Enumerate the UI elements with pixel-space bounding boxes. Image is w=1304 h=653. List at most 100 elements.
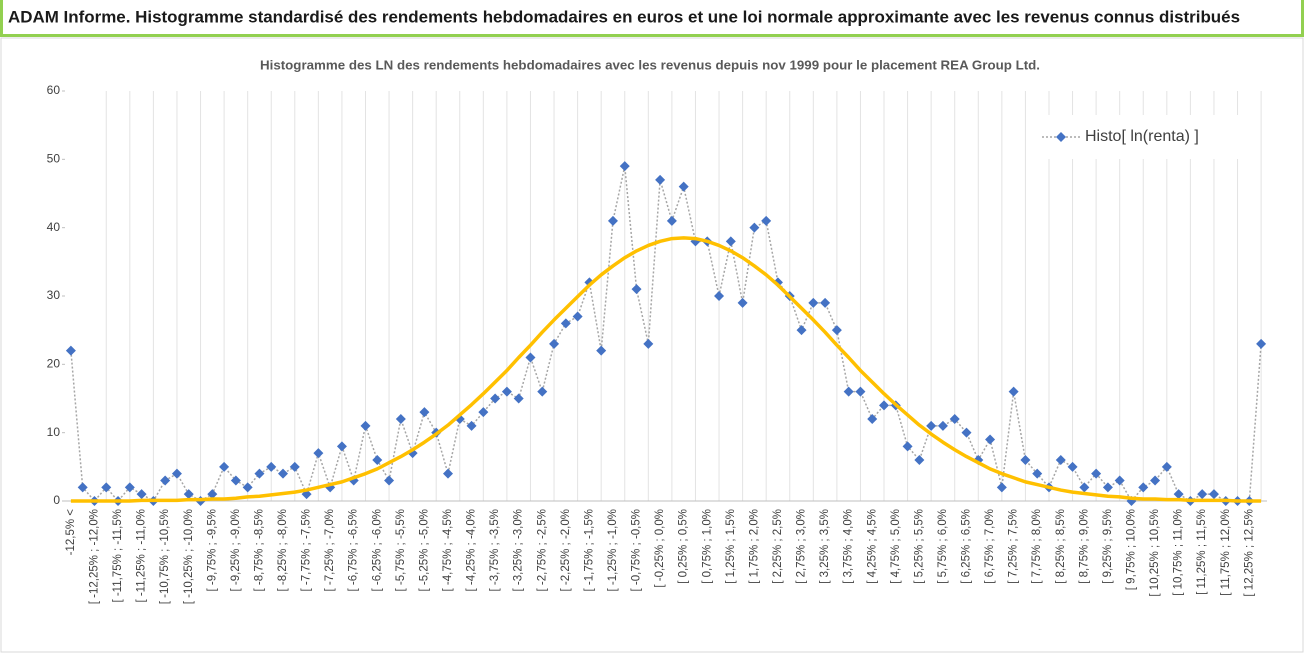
data-point bbox=[501, 386, 512, 397]
data-point bbox=[1256, 338, 1267, 349]
data-point bbox=[136, 489, 147, 500]
data-point bbox=[490, 393, 501, 404]
data-point bbox=[478, 407, 489, 418]
data-point bbox=[949, 414, 960, 424]
data-point bbox=[666, 215, 677, 226]
data-point bbox=[171, 468, 182, 479]
data-point bbox=[65, 345, 76, 356]
x-tick-label: [ -10,25% ; -10,0% bbox=[183, 509, 195, 604]
normal-curve bbox=[70, 236, 1262, 503]
x-tick-label: [ -0,25% ; 0,0% bbox=[654, 509, 666, 588]
x-tick-label: [ -0,75% ; -0,5% bbox=[631, 509, 643, 591]
x-tick-label: [ 2,75% ; 3,0% bbox=[796, 509, 808, 584]
data-point bbox=[549, 338, 560, 349]
x-tick-label: [ 4,25% ; 4,5% bbox=[866, 509, 878, 584]
data-point bbox=[643, 338, 654, 349]
x-tick-label: [ 1,25% ; 1,5% bbox=[725, 509, 737, 584]
data-point bbox=[572, 311, 583, 322]
header-rule bbox=[0, 34, 1304, 37]
data-point bbox=[831, 325, 842, 336]
x-tick-label: [ -8,25% ; -8,0% bbox=[277, 509, 289, 591]
chart-title: Histogramme des LN des rendements hebdom… bbox=[260, 57, 1040, 72]
data-point bbox=[160, 475, 171, 486]
data-point bbox=[183, 489, 194, 500]
data-point bbox=[655, 174, 666, 185]
x-tick-label: [ -10,75% ; -10,5% bbox=[159, 509, 171, 604]
data-point bbox=[1161, 461, 1172, 472]
data-point bbox=[1055, 455, 1066, 465]
x-tick-label: [ 6,25% ; 6,5% bbox=[961, 509, 973, 584]
x-tick-label: [ 9,75% ; 10,0% bbox=[1126, 509, 1138, 590]
x-tick-label: [ 10,75% ; 11,0% bbox=[1173, 509, 1185, 596]
data-point bbox=[1008, 386, 1019, 397]
data-point bbox=[1197, 489, 1208, 500]
y-tick-label: 0 bbox=[53, 493, 60, 507]
data-point bbox=[926, 420, 937, 431]
data-point bbox=[442, 468, 453, 479]
x-tick-label: [ -9,75% ; -9,5% bbox=[206, 509, 218, 591]
x-tick-label: [ -2,75% ; -2,5% bbox=[536, 509, 548, 591]
data-point bbox=[1138, 482, 1149, 493]
data-point bbox=[619, 161, 630, 172]
data-point bbox=[796, 325, 807, 336]
data-point bbox=[596, 345, 607, 356]
x-tick-label: [ 5,25% ; 5,5% bbox=[913, 509, 925, 584]
data-point bbox=[855, 386, 866, 397]
legend-label: Histo[ ln(renta) ] bbox=[1085, 128, 1199, 145]
x-tick-label: [ 7,75% ; 8,0% bbox=[1031, 509, 1043, 584]
data-point bbox=[1102, 482, 1113, 493]
header-edge bbox=[1301, 0, 1304, 36]
data-line bbox=[70, 165, 1262, 502]
x-tick-label: [ 11,25% ; 11,5% bbox=[1196, 509, 1208, 595]
data-point bbox=[985, 434, 996, 445]
data-point bbox=[466, 420, 477, 431]
x-tick-label: [ 0,25% ; 0,5% bbox=[678, 509, 690, 584]
x-tick-label: [ -5,25% ; -5,0% bbox=[418, 509, 430, 591]
data-point bbox=[1091, 468, 1102, 479]
legend-marker bbox=[1056, 132, 1066, 142]
data-point bbox=[631, 284, 642, 295]
data-point bbox=[914, 455, 925, 465]
data-point bbox=[289, 461, 300, 472]
data-point bbox=[101, 482, 112, 493]
data-point bbox=[395, 414, 406, 424]
x-tick-label: [ -1,25% ; -1,0% bbox=[607, 509, 619, 591]
data-point bbox=[372, 455, 383, 465]
data-point bbox=[266, 461, 277, 472]
x-tick-label: [ 6,75% ; 7,0% bbox=[984, 509, 996, 584]
data-point bbox=[843, 386, 854, 397]
x-tick-label: [ 9,25% ; 9,5% bbox=[1102, 509, 1114, 584]
x-tick-label: [ -4,25% ; -4,0% bbox=[466, 509, 478, 591]
data-point bbox=[678, 181, 689, 192]
x-tick-label: [ -5,75% ; -5,5% bbox=[395, 509, 407, 591]
x-tick-label: [ -6,25% ; -6,0% bbox=[371, 509, 383, 591]
data-point bbox=[207, 489, 218, 500]
data-point bbox=[254, 468, 265, 479]
header-edge bbox=[0, 0, 3, 36]
x-tick-label: [ -2,25% ; -2,0% bbox=[560, 509, 572, 591]
data-point bbox=[761, 215, 772, 226]
x-tick-label: [ -4,75% ; -4,5% bbox=[442, 509, 454, 591]
data-point bbox=[278, 468, 289, 479]
x-tick-label: [ 4,75% ; 5,0% bbox=[890, 509, 902, 584]
x-tick-label: [ 0,75% ; 1,0% bbox=[701, 509, 713, 584]
data-point bbox=[525, 352, 536, 363]
data-point bbox=[714, 291, 725, 301]
data-point bbox=[737, 297, 748, 308]
data-point bbox=[1208, 489, 1219, 500]
data-point bbox=[560, 318, 571, 329]
data-point bbox=[607, 215, 618, 226]
header-bar bbox=[0, 0, 1304, 36]
x-tick-label: [ -3,25% ; -3,0% bbox=[513, 509, 525, 591]
chart-frame bbox=[0, 37, 1304, 653]
x-tick-label: [ 7,25% ; 7,5% bbox=[1008, 509, 1020, 584]
x-tick-label: [ -8,75% ; -8,5% bbox=[253, 509, 265, 591]
x-tick-label: [ -7,75% ; -7,5% bbox=[301, 509, 313, 591]
x-tick-label: [ -6,75% ; -6,5% bbox=[348, 509, 360, 591]
x-tick-label: [ 11,75% ; 12,0% bbox=[1220, 509, 1232, 596]
data-point bbox=[1032, 468, 1043, 479]
y-tick-label: 50 bbox=[47, 152, 61, 166]
x-tick-label: [ 12,25% ; 12,5% bbox=[1243, 509, 1255, 597]
x-tick-label: [ -7,25% ; -7,0% bbox=[324, 509, 336, 591]
